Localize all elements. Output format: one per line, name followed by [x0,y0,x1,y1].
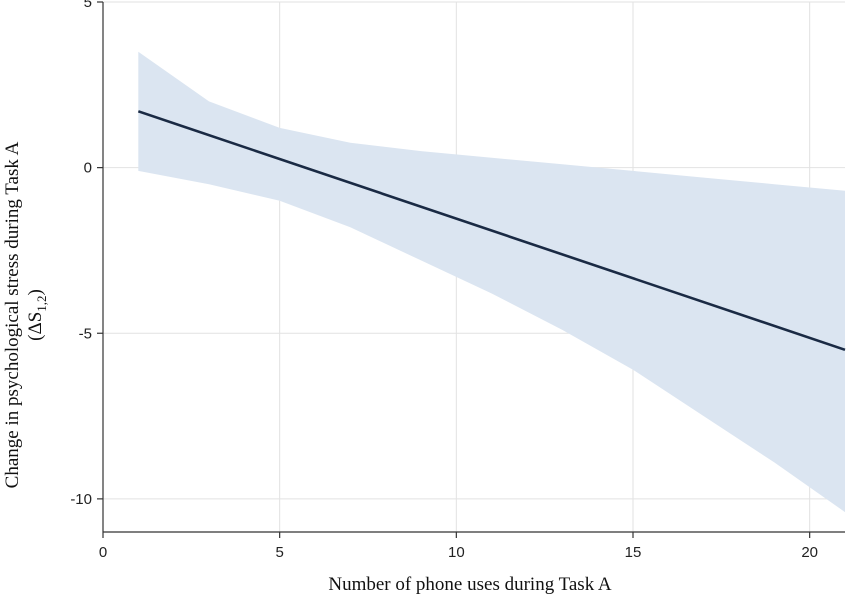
x-tick-label: 20 [801,544,818,561]
y-axis-title-symbol: (ΔS [25,312,46,341]
y-tick-label: -10 [70,491,92,508]
y-axis-title: Change in psychological stress during Ta… [2,141,49,488]
regression-line [137,110,846,352]
y-tick-label: 5 [84,0,92,11]
y-tick-label: -5 [79,325,92,342]
x-tick-label: 0 [99,544,107,561]
y-axis-title-line1: Change in psychological stress during Ta… [2,141,23,488]
y-axis-title-subscript: 1,2 [34,295,49,311]
x-axis-ticks: 0 5 10 15 20 [99,532,818,561]
y-axis-ticks: 5 0 -5 -10 [70,0,103,508]
confidence-band [138,51,846,513]
plot-frame [102,2,845,533]
x-tick-label: 15 [625,544,642,561]
y-tick-label: 0 [84,160,92,177]
x-tick-label: 10 [448,544,465,561]
y-axis-title-line2: (ΔS1,2) [25,289,49,341]
x-axis-title: Number of phone uses during Task A [328,574,612,595]
y-axis-title-close: ) [25,289,46,295]
x-tick-label: 5 [275,544,283,561]
